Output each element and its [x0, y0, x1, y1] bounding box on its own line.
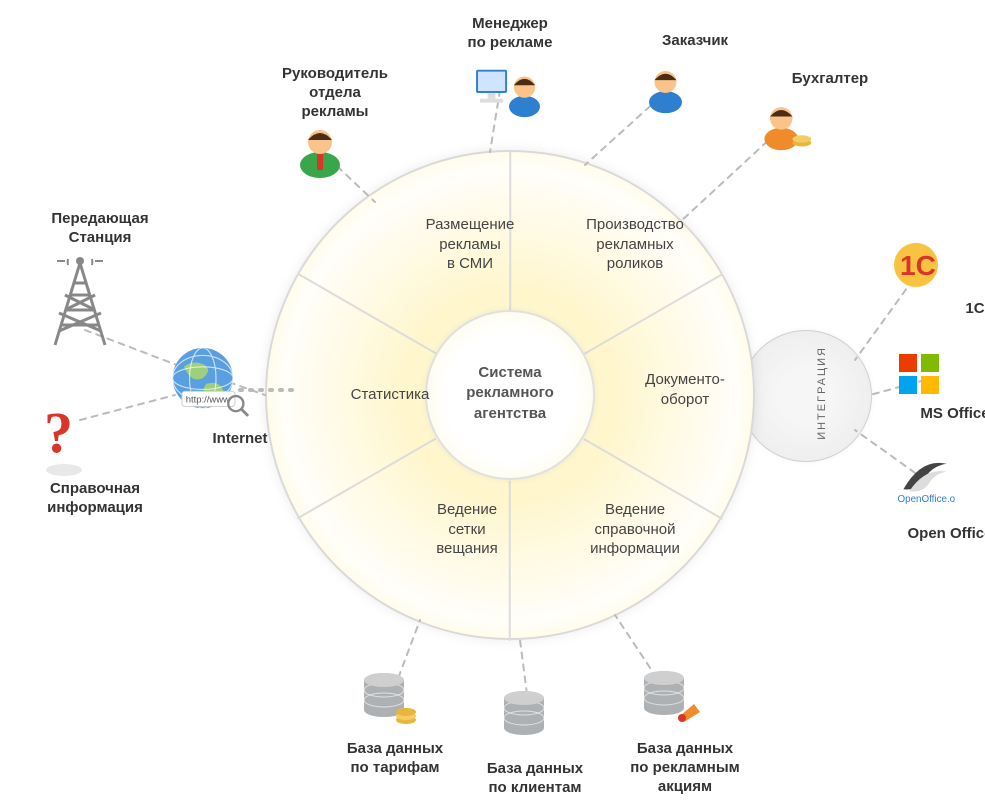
db-tariffs-label: База данных по тарифам	[325, 740, 465, 778]
customer-icon	[638, 60, 693, 115]
customer-label: Заказчик	[625, 32, 765, 51]
sector-label: Производство рекламных роликов	[560, 215, 710, 274]
svg-text:OpenOffice.org: OpenOffice.org	[898, 494, 956, 505]
tx-station-icon	[45, 255, 115, 350]
1c-icon: 1C	[890, 240, 948, 290]
tx-station-label: Передающая Станция	[30, 210, 170, 248]
integration-label: ИНТЕГРАЦИЯ	[816, 346, 828, 440]
sector-label: Документо- оборот	[610, 370, 760, 409]
accountant-label: Бухгалтер	[760, 70, 900, 89]
ms-office-icon	[895, 350, 945, 398]
1c-label: 1C	[905, 300, 985, 319]
svg-text:?: ?	[44, 400, 73, 465]
ms-office-label: MS Office	[885, 405, 985, 424]
svg-text:1C: 1C	[900, 250, 936, 281]
open-office-label: Open Office	[880, 525, 985, 544]
internet-icon: http://www	[165, 340, 250, 420]
sector-label: Ведение справочной информации	[560, 500, 710, 559]
db-promos-label: База данных по рекламным акциям	[615, 740, 755, 796]
db-clients-label: База данных по клиентам	[465, 760, 605, 798]
db-clients-icon	[500, 688, 564, 746]
ref-info-label: Справочная информация	[25, 480, 165, 518]
sector-label: Размещение рекламы в СМИ	[395, 215, 545, 274]
sector-label: Статистика	[315, 385, 465, 405]
dept-head-icon	[290, 120, 350, 180]
diagram-stage: ИНТЕГРАЦИЯ Система рекламного агентства …	[0, 0, 985, 809]
db-promos-icon	[640, 668, 704, 726]
ad-manager-icon	[470, 60, 548, 122]
db-tariffs-icon	[360, 670, 424, 728]
open-office-icon: OpenOffice.org	[895, 450, 955, 505]
internet-label: Internet	[170, 430, 310, 449]
accountant-icon	[755, 95, 815, 153]
ad-manager-label: Менеджер по рекламе	[440, 15, 580, 53]
svg-text:http://www: http://www	[186, 395, 230, 406]
sector-label: Ведение сетки вещания	[392, 500, 542, 559]
ref-info-icon: ?	[38, 400, 93, 478]
dept-head-label: Руководитель отдела рекламы	[265, 65, 405, 121]
